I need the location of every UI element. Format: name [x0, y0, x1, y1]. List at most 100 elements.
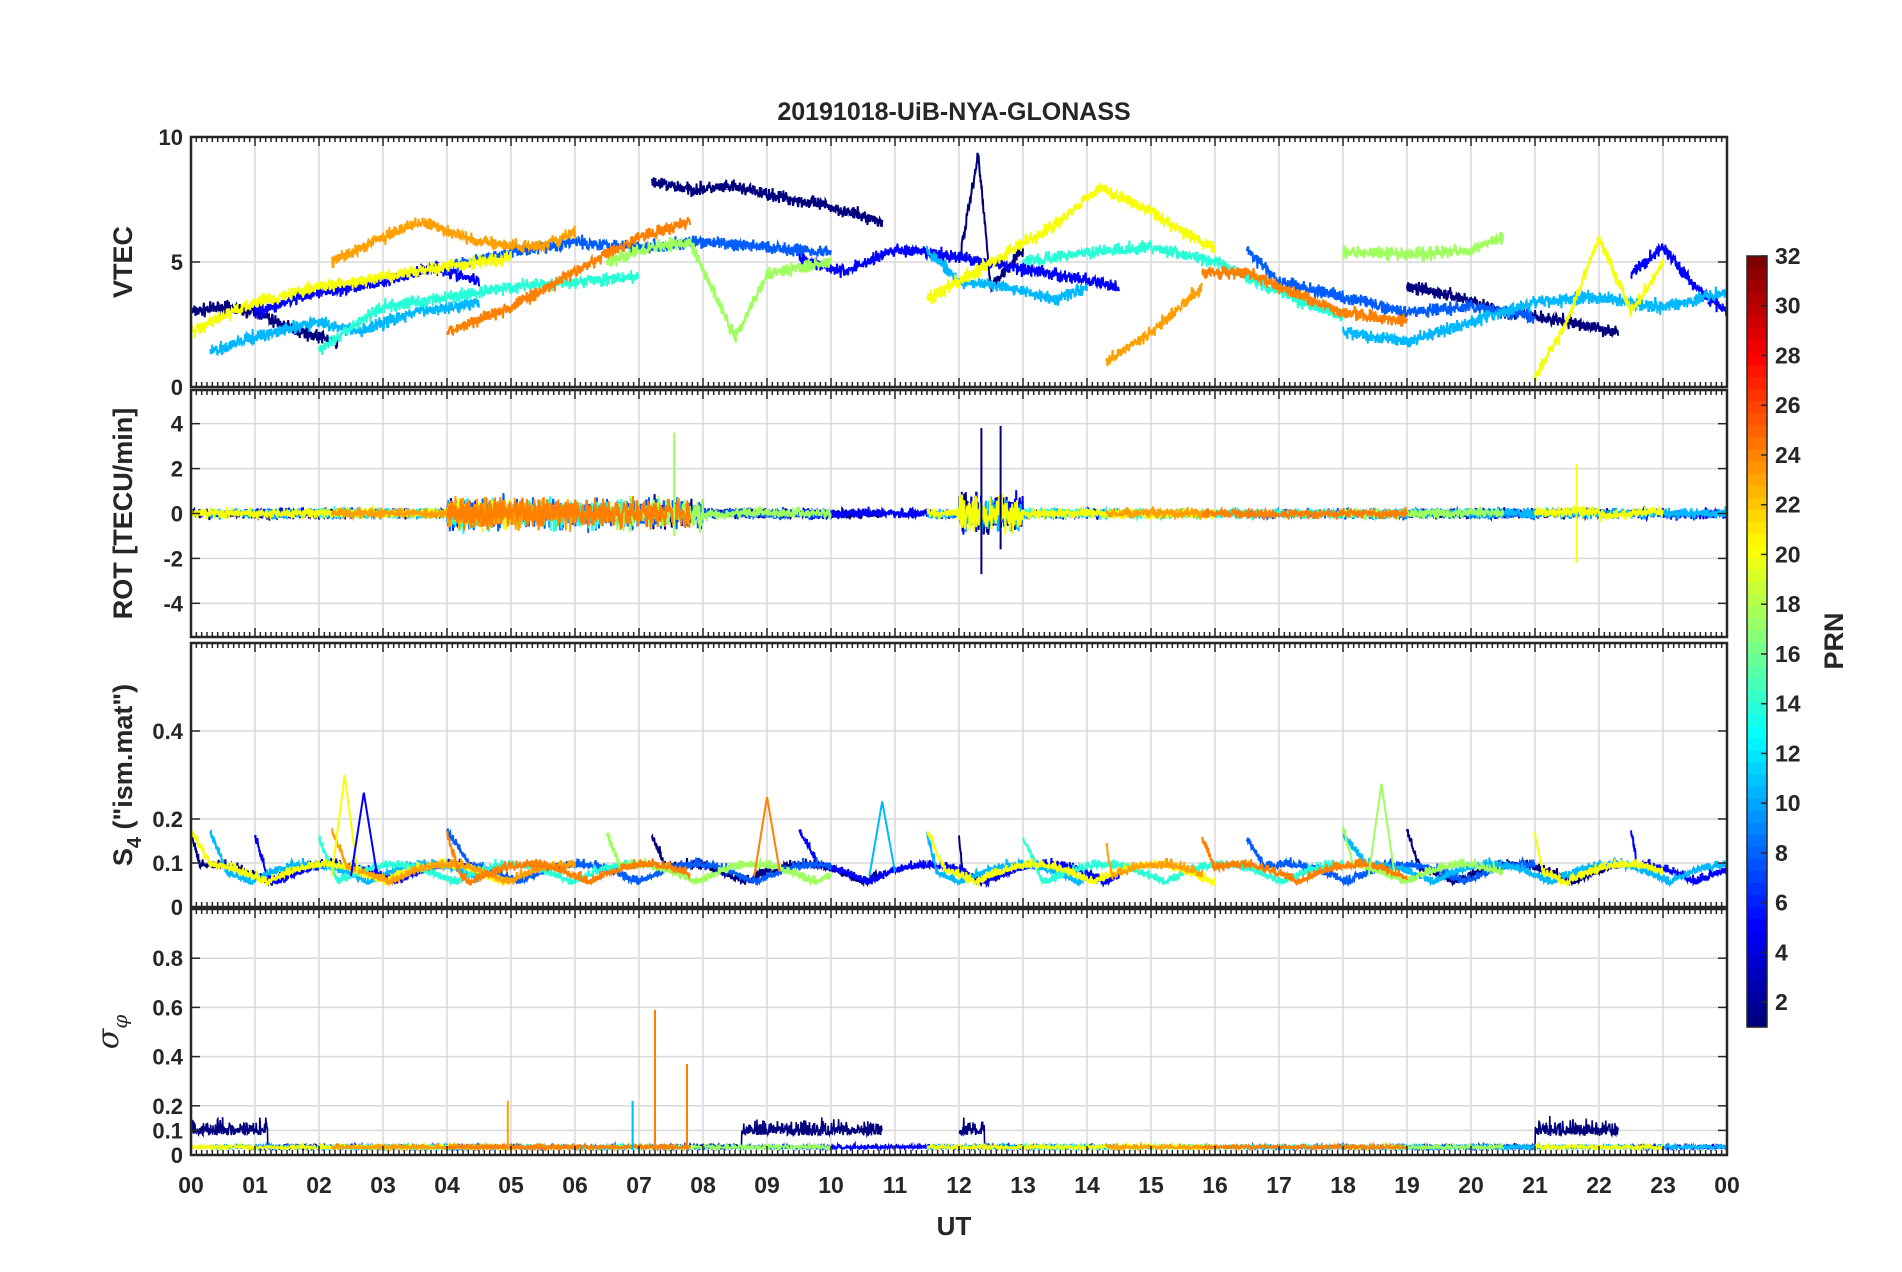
colorbar-swatch — [1747, 581, 1767, 594]
series-line — [446, 830, 691, 887]
y-tick-label-vtec: 10 — [159, 125, 183, 150]
colorbar-swatch — [1747, 521, 1767, 534]
colorbar-swatch — [1747, 629, 1767, 643]
colorbar-tick-label: 32 — [1775, 243, 1801, 269]
colorbar-swatch — [1747, 774, 1767, 787]
colorbar-swatch — [1747, 448, 1767, 462]
colorbar-swatch — [1747, 966, 1767, 980]
series-line — [926, 182, 1216, 304]
series-line — [1201, 836, 1408, 887]
colorbar-swatch — [1747, 822, 1767, 835]
colorbar-tick-label: 8 — [1775, 840, 1788, 866]
plot-area — [189, 135, 1729, 1157]
y-tick-label-s4: 0 — [171, 895, 183, 920]
x-tick-label: 22 — [1586, 1172, 1612, 1198]
colorbar-swatch — [1747, 846, 1767, 859]
colorbar-tick-label: 16 — [1775, 641, 1801, 667]
colorbar-swatch — [1747, 545, 1767, 558]
colorbar-tick-label: 10 — [1775, 790, 1801, 816]
series-prn-15 — [318, 240, 1344, 356]
x-tick-label: 07 — [626, 1172, 652, 1198]
x-tick-label: 04 — [434, 1172, 460, 1198]
series-line — [1534, 831, 1664, 888]
x-tick-label: 14 — [1074, 1172, 1100, 1198]
colorbar-tick-label: 18 — [1775, 591, 1801, 617]
chart-title: 20191018-UiB-NYA-GLONASS — [777, 98, 1130, 126]
series-line — [1105, 505, 1204, 521]
series-line — [191, 299, 340, 349]
colorbar-swatch — [1747, 761, 1767, 775]
colorbar-swatch — [1747, 352, 1767, 366]
colorbar-swatch — [1747, 472, 1767, 486]
colorbar-swatch — [1747, 328, 1767, 341]
colorbar-swatch — [1747, 834, 1767, 847]
colorbar-tick-label: 24 — [1775, 442, 1801, 468]
s4-peak — [350, 792, 378, 877]
series-prn-20 — [191, 182, 1664, 382]
x-tick-label: 23 — [1650, 1172, 1676, 1198]
s4-peak — [753, 796, 781, 877]
series-line — [1022, 240, 1344, 322]
x-tick-label: 09 — [754, 1172, 780, 1198]
series-line — [1342, 286, 1727, 348]
colorbar-swatch — [1747, 906, 1767, 920]
series-line — [1201, 265, 1408, 327]
y-tick-label-rot: 0 — [171, 502, 183, 527]
colorbar-swatch — [1747, 677, 1767, 691]
y-tick-label-sigma: 0.6 — [152, 995, 183, 1020]
series-line — [651, 1117, 883, 1152]
y-tick-label-vtec: 0 — [171, 375, 183, 400]
x-tick-label: 16 — [1202, 1172, 1228, 1198]
colorbar-tick-label: 4 — [1775, 939, 1788, 965]
colorbar-swatch — [1747, 725, 1767, 739]
colorbar-swatch — [1747, 268, 1767, 281]
colorbar-swatch — [1747, 340, 1767, 353]
series-line — [1105, 1140, 1203, 1152]
colorbar-tick-label: 14 — [1775, 691, 1801, 717]
s4-peak — [1367, 783, 1396, 877]
series-prn-23 — [330, 828, 1204, 888]
colorbar-swatch — [1747, 496, 1767, 510]
colorbar-swatch — [1747, 930, 1767, 944]
x-tick-label: 00 — [1714, 1172, 1740, 1198]
y-label-rest: ("ism.mat") — [108, 684, 138, 837]
series-line — [191, 498, 512, 532]
series-group — [191, 425, 1727, 575]
y-tick-label-sigma: 0.8 — [152, 946, 183, 971]
x-tick-label: 10 — [818, 1172, 844, 1198]
colorbar-swatch — [1747, 954, 1767, 968]
series-line — [446, 828, 832, 887]
y-tick-label-s4: 0.1 — [152, 851, 183, 876]
series-prn-24 — [446, 1141, 1408, 1152]
colorbar-swatch — [1747, 786, 1767, 799]
colorbar-swatch — [1747, 400, 1767, 414]
colorbar-swatch — [1747, 508, 1767, 522]
x-tick-label: 12 — [946, 1172, 972, 1198]
colorbar-swatch — [1747, 436, 1767, 450]
series-prn-24 — [446, 216, 1408, 336]
colorbar-swatch — [1747, 256, 1767, 269]
x-tick-label: 01 — [242, 1172, 268, 1198]
colorbar-swatch — [1747, 412, 1767, 426]
y-tick-label-vtec: 5 — [171, 250, 183, 275]
colorbar-swatch — [1747, 641, 1767, 655]
series-line — [650, 177, 884, 228]
colorbar-swatch — [1747, 810, 1767, 823]
colorbar-swatch — [1747, 569, 1767, 582]
series-line — [1534, 504, 1664, 524]
series-line — [1201, 505, 1408, 521]
series-line — [1342, 830, 1727, 888]
colorbar-swatch — [1747, 593, 1767, 606]
series-prn-7 — [446, 828, 1536, 888]
series-line — [446, 1141, 691, 1152]
series-line — [1105, 282, 1204, 367]
y-tick-label-rot: 4 — [171, 412, 184, 437]
y-tick-label-sigma: 0 — [171, 1143, 183, 1168]
y-label-sub: 4 — [124, 836, 146, 848]
x-tick-label: 18 — [1330, 1172, 1356, 1198]
y-tick-label-sigma: 0.4 — [152, 1045, 183, 1070]
panel-sigma — [189, 907, 1729, 1157]
x-tick-label: 20 — [1458, 1172, 1484, 1198]
